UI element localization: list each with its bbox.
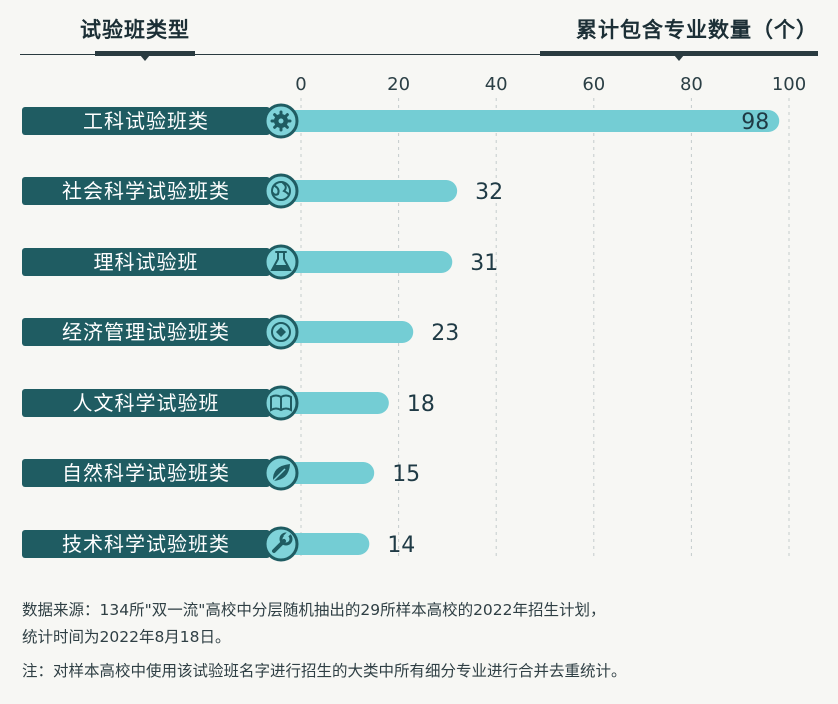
category-row: 工科试验班类 98: [22, 103, 780, 139]
bar: [281, 110, 780, 132]
category-row: 经济管理试验班类 23: [22, 314, 459, 350]
category-label-box: [22, 389, 270, 417]
header-rule-accent-right: [540, 51, 818, 56]
header-rule: [20, 54, 818, 55]
flask-icon: [270, 251, 292, 271]
icon-badge: [263, 244, 299, 280]
category-label-box: [22, 459, 270, 487]
x-tick-label: 80: [680, 74, 703, 95]
data-label: 98: [741, 110, 769, 135]
category-label: 理科试验班: [94, 250, 199, 274]
category-label-box: [22, 177, 270, 205]
data-label: 31: [470, 251, 498, 276]
data-label: 14: [387, 533, 415, 558]
category-label: 人文科学试验班: [73, 391, 220, 415]
bar: [281, 251, 453, 273]
category-row: 人文科学试验班 18: [22, 385, 435, 421]
category-row: 理科试验班 31: [22, 244, 498, 280]
bar: [281, 392, 389, 414]
header-arrow-left: [140, 55, 150, 61]
category-row: 社会科学试验班类 32: [22, 173, 503, 209]
data-label: 18: [407, 392, 435, 417]
category-label: 技术科学试验班类: [62, 532, 230, 556]
data-label: 23: [431, 321, 459, 346]
bar: [281, 321, 414, 343]
header-rule-accent-left: [95, 51, 195, 56]
category-label: 经济管理试验班类: [62, 320, 230, 344]
data-label: 15: [392, 462, 420, 487]
x-tick-label: 20: [387, 74, 410, 95]
globe-icon: [271, 181, 291, 201]
x-tick-label: 0: [295, 74, 306, 95]
category-label-box: [22, 107, 270, 135]
bar: [281, 462, 375, 484]
category-row: 自然科学试验班类 15: [22, 455, 420, 491]
category-row: 技术科学试验班类 14: [22, 526, 415, 562]
wrench-icon: [272, 531, 293, 553]
bar: [281, 180, 458, 202]
category-label: 自然科学试验班类: [62, 461, 230, 485]
y-axis-title: 试验班类型: [80, 18, 190, 42]
icon-badge: [263, 173, 299, 209]
leaf-icon: [272, 464, 290, 482]
source-note-line-1: 数据来源：134所"双一流"高校中分层随机抽出的29所样本高校的2022年招生计…: [22, 601, 606, 619]
footnote: 注：对样本高校中使用该试验班名字进行招生的大类中所有细分专业进行合并去重统计。: [22, 662, 627, 680]
category-label-box: [22, 530, 270, 558]
x-tick-label: 40: [485, 74, 508, 95]
x-tick-label: 100: [772, 74, 806, 95]
gear-icon: [270, 110, 292, 132]
category-label: 社会科学试验班类: [62, 179, 230, 203]
x-tick-label: 60: [582, 74, 605, 95]
diamond-icon: [271, 322, 291, 342]
category-label-box: [22, 248, 270, 276]
book-icon: [270, 394, 292, 412]
category-label-box: [22, 318, 270, 346]
source-note-line-2: 统计时间为2022年8月18日。: [22, 628, 231, 646]
header-arrow-right: [674, 55, 684, 61]
bar: [281, 533, 370, 555]
x-axis-title: 累计包含专业数量（个）: [576, 18, 818, 42]
data-label: 32: [475, 180, 503, 205]
category-label: 工科试验班类: [83, 109, 209, 133]
